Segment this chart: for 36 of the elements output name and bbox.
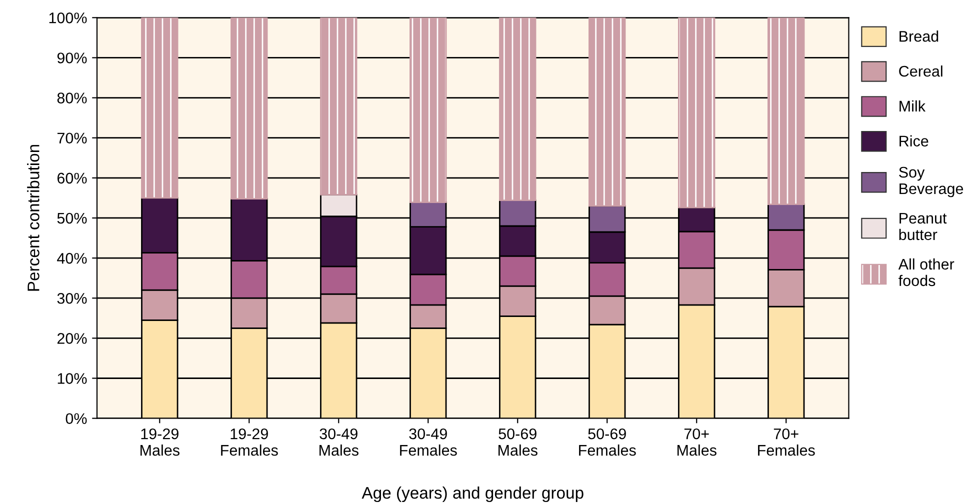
- bar: [230, 18, 268, 200]
- bar: [678, 18, 716, 208]
- legend-label: Bread: [900, 30, 938, 42]
- legend-label: Peanut butter: [899, 212, 947, 240]
- x-tick-label: 19-29 Females: [221, 428, 278, 456]
- legend-label: Milk: [900, 100, 926, 112]
- x-axis-title: Age (years) and gender group: [362, 486, 584, 502]
- bar: [141, 18, 178, 199]
- bar: [499, 18, 536, 202]
- legend-label: All other foods: [898, 258, 954, 286]
- y-tick-label: 30%: [57, 292, 87, 304]
- y-tick-label: 80%: [57, 92, 87, 104]
- bar: [410, 18, 447, 204]
- y-tick-label: 90%: [57, 52, 87, 64]
- x-tick-label: 50-69 Females: [579, 428, 636, 456]
- legend-label: Cereal: [899, 65, 942, 77]
- x-tick-label: 19-29 Males: [140, 428, 180, 456]
- legend-label: Soy Beverage: [899, 166, 964, 198]
- y-tick-label: 0%: [66, 413, 87, 424]
- bar: [768, 18, 805, 206]
- y-tick-label: 50%: [57, 212, 87, 224]
- y-tick-label: 20%: [57, 333, 87, 344]
- y-tick-label: 100%: [49, 12, 87, 24]
- x-tick-label: 70+ Females: [758, 428, 815, 456]
- x-tick-label: 30-49 Females: [400, 428, 457, 456]
- y-tick-label: 60%: [57, 172, 87, 184]
- bar: [320, 18, 358, 196]
- x-tick-label: 70+ Males: [677, 428, 716, 456]
- x-tick-label: 30-49 Males: [320, 428, 358, 456]
- y-tick-label: 70%: [57, 132, 87, 144]
- y-tick-label: 40%: [57, 252, 87, 264]
- bar: [588, 18, 626, 207]
- legend-label: Rice: [900, 135, 928, 147]
- x-tick-label: 50-69 Males: [498, 428, 538, 456]
- y-axis-title: Percent contribution: [27, 144, 40, 291]
- y-tick-label: 10%: [58, 373, 87, 384]
